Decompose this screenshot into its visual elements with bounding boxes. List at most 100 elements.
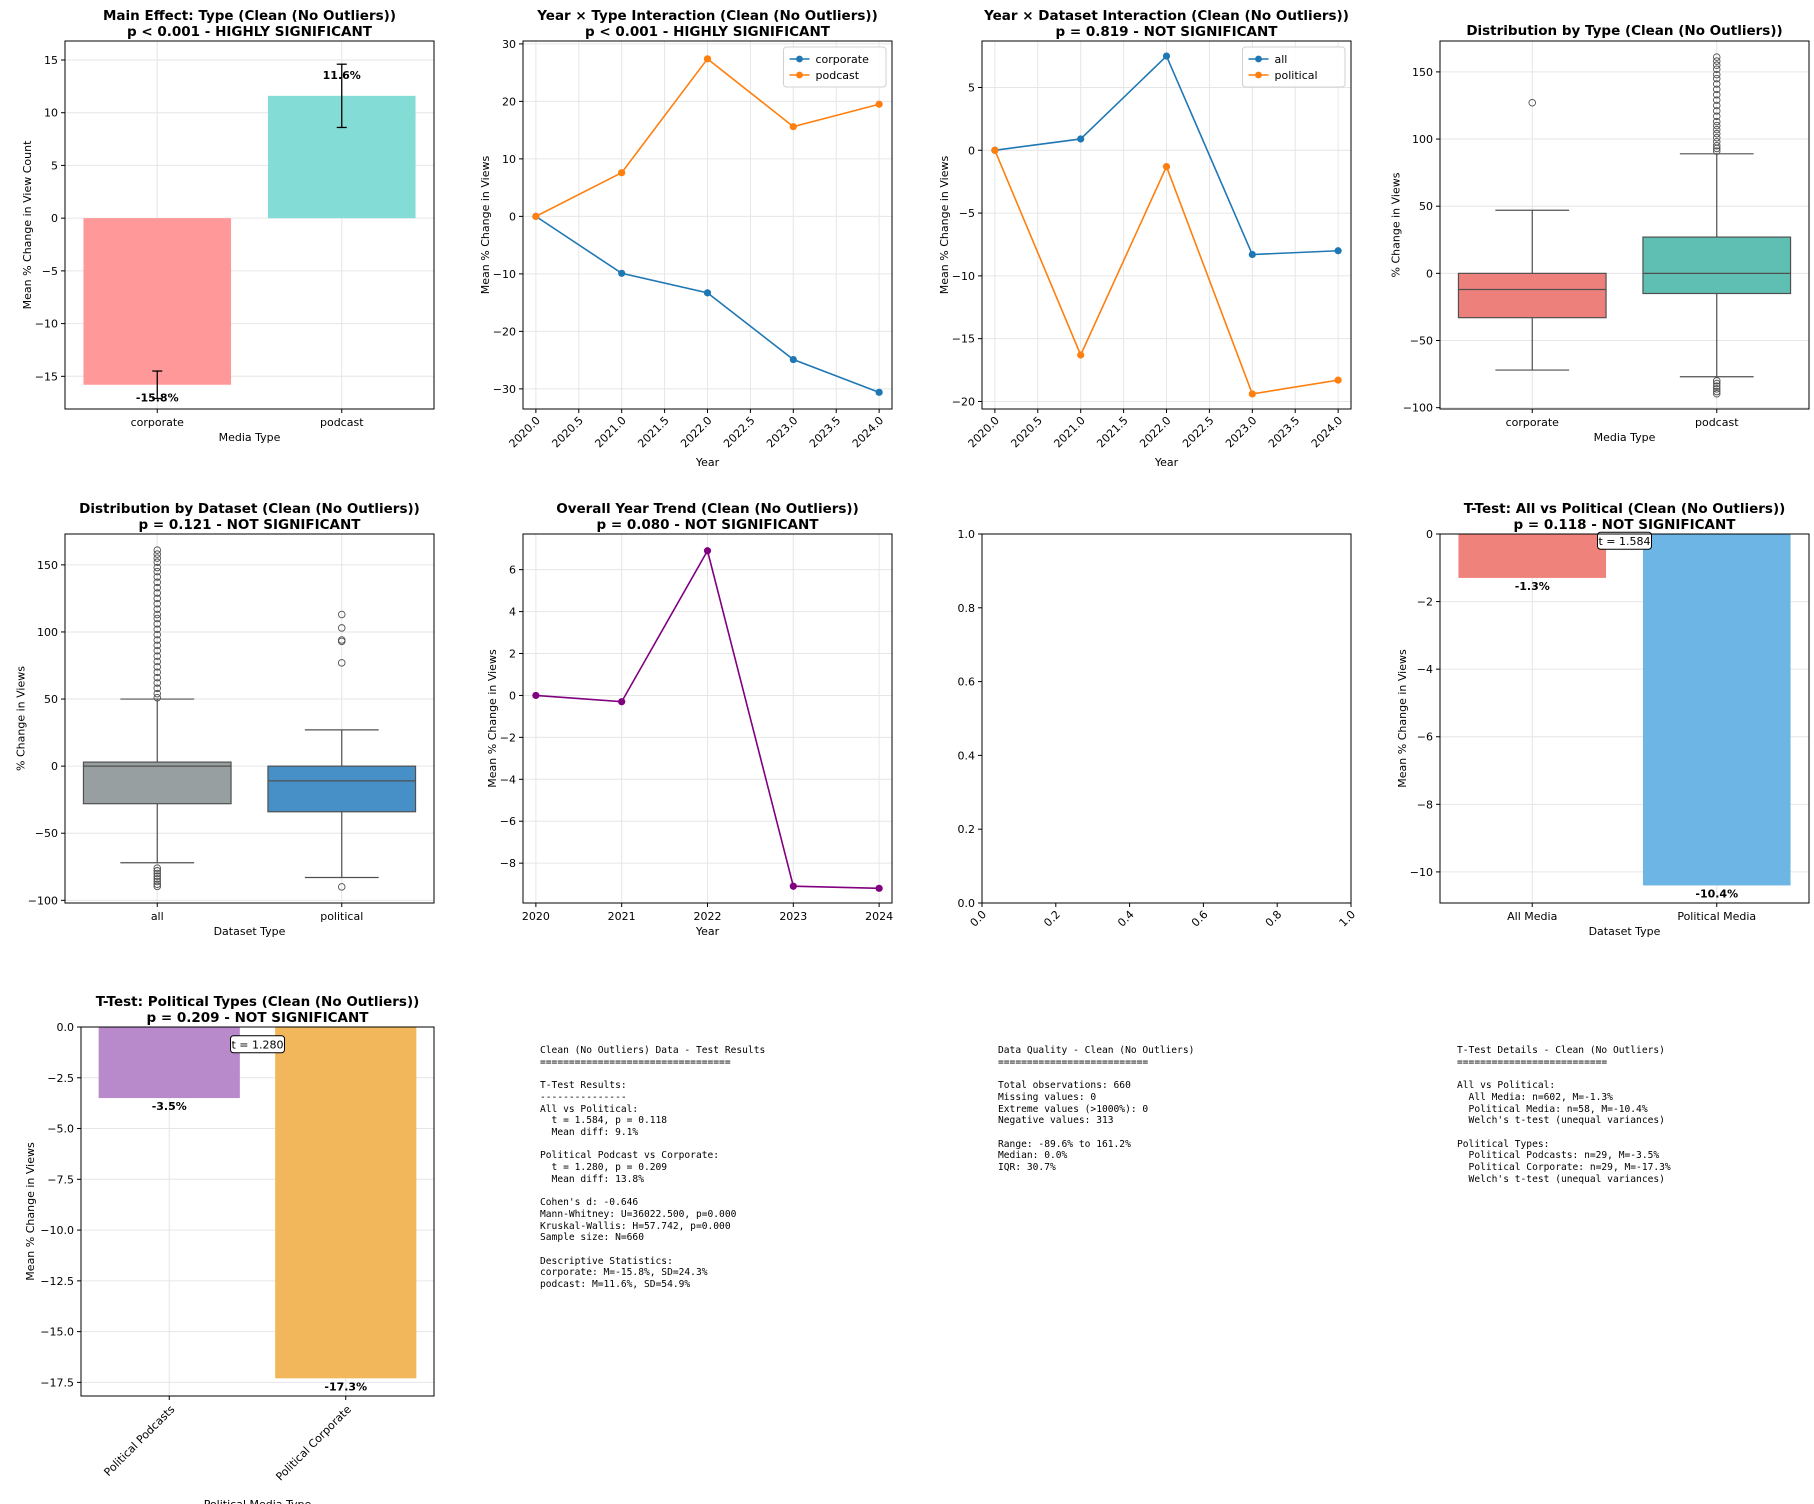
- bar-value-label: 11.6%: [323, 69, 361, 82]
- outlier-point: [153, 605, 161, 613]
- outlier-point: [1712, 129, 1721, 138]
- outlier-point: [153, 578, 161, 587]
- chart-title: Distribution by Dataset (Clean (No Outli…: [79, 501, 420, 517]
- data-point: [875, 100, 883, 108]
- y-tick-label: 0: [51, 212, 58, 225]
- outlier-point: [338, 883, 346, 891]
- data-point: [1162, 52, 1171, 60]
- outlier-point: [153, 663, 161, 671]
- outlier-point: [1712, 101, 1721, 110]
- x-axis-label: Media Type: [219, 431, 281, 444]
- x-axis-label: Dataset Type: [1589, 925, 1661, 938]
- chart-subtitle: p = 0.080 - NOT SIGNIFICANT: [596, 517, 819, 533]
- y-axis-label: Mean % Change in Views: [479, 156, 492, 295]
- outlier-point: [1712, 112, 1721, 120]
- outlier-point: [153, 872, 161, 880]
- y-tick-label: 0: [509, 210, 516, 223]
- y-tick-label: 50: [1419, 200, 1433, 213]
- y-tick-label: −10: [952, 270, 975, 283]
- y-tick-label: −2.5: [47, 1072, 74, 1085]
- chart-main_effect_type: -15.8% 11.6% −15 −10 −5 0 5 10 15 corporate podcas…: [21, 8, 435, 444]
- y-tick-label: −2: [500, 731, 516, 744]
- box-iqr: [1457, 272, 1607, 319]
- legend: corporate podcast: [783, 46, 887, 88]
- data-point: [703, 55, 712, 63]
- outlier-point: [1712, 74, 1721, 83]
- y-tick-label: −5.0: [47, 1123, 74, 1136]
- y-tick-label: −8: [500, 857, 516, 870]
- y-tick-label: 0.0: [57, 1021, 75, 1034]
- outlier-point: [1712, 70, 1721, 79]
- outlier-point: [153, 630, 161, 639]
- box-corporate: [1457, 99, 1607, 371]
- y-tick-label: 2: [509, 648, 516, 661]
- chart-title: T-Test: All vs Political (Clean (No Outl…: [1464, 501, 1786, 517]
- y-tick-label: 0.4: [958, 749, 976, 762]
- y-tick-label: −10: [35, 318, 58, 331]
- annotation-text: t = 1.280: [231, 1038, 283, 1051]
- outlier-point: [153, 652, 161, 660]
- legend-frame: [783, 46, 887, 88]
- bar-value-label: -17.3%: [324, 1380, 367, 1393]
- outlier-point: [338, 610, 346, 619]
- outlier-point: [153, 614, 161, 623]
- x-tick-label: 0.4: [1115, 908, 1137, 930]
- y-axis-label: Mean % Change in Views: [486, 649, 499, 788]
- legend-marker: [796, 55, 803, 63]
- x-tick-label: 2020: [522, 910, 550, 923]
- data-point: [1334, 376, 1342, 384]
- bar-political-corporate: [275, 1027, 417, 1379]
- chart-title: Distribution by Type (Clean (No Outliers…: [1466, 23, 1782, 39]
- y-tick-label: −10: [493, 268, 516, 281]
- x-tick-label: political: [320, 910, 363, 923]
- y-tick-label: 5: [51, 159, 58, 172]
- y-tick-label: −15: [952, 333, 975, 346]
- chart-distribution_by_dataset: −100 −50 0 50 100 150 all political Dataset Type…: [15, 501, 435, 938]
- data-point: [1162, 162, 1171, 171]
- outlier-point: [153, 880, 161, 888]
- y-tick-label: 150: [37, 559, 58, 572]
- x-tick-label: 2023: [779, 910, 807, 923]
- box-iqr: [267, 765, 417, 813]
- outlier-point: [1712, 389, 1721, 398]
- x-tick-label: Political Media: [1677, 910, 1756, 923]
- x-tick-label: 2024.0: [1309, 414, 1345, 450]
- y-tick-label: −17.5: [40, 1376, 74, 1389]
- outlier-point: [153, 875, 161, 883]
- chart-subtitle: p = 0.209 - NOT SIGNIFICANT: [146, 1010, 369, 1026]
- outlier-point: [153, 657, 161, 666]
- x-tick-label: 2020.5: [1008, 414, 1044, 450]
- data-point: [618, 269, 626, 277]
- outlier-point: [153, 673, 161, 682]
- legend-frame: [1242, 46, 1346, 88]
- y-tick-label: 0.6: [958, 676, 976, 689]
- x-tick-label: 0.0: [968, 908, 990, 930]
- x-tick-label: 2024.0: [850, 414, 886, 450]
- outlier-point: [1712, 142, 1721, 150]
- data-point: [789, 355, 797, 364]
- x-axis-label: Year: [695, 925, 720, 938]
- outlier-point: [153, 864, 161, 872]
- x-tick-label: 2022.5: [1180, 414, 1216, 450]
- data-point: [703, 289, 712, 297]
- y-tick-label: 20: [502, 95, 516, 108]
- y-tick-label: −100: [1403, 402, 1433, 415]
- y-tick-label: −10.0: [40, 1224, 74, 1237]
- bar-corporate: [83, 218, 232, 385]
- outlier-point: [153, 689, 161, 698]
- outlier-point: [1528, 99, 1536, 107]
- x-tick-label: 2020.5: [549, 414, 585, 450]
- outlier-point: [338, 637, 346, 646]
- x-tick-label: 0.8: [1263, 908, 1285, 930]
- outlier-point: [153, 869, 161, 878]
- x-tick-label: 2020.0: [966, 414, 1002, 450]
- outlier-point: [153, 636, 161, 644]
- outlier-point: [153, 882, 161, 891]
- x-axis-label: Year: [695, 456, 720, 469]
- x-tick-label: 2024: [865, 910, 893, 923]
- y-tick-label: −4: [1417, 663, 1433, 676]
- y-tick-label: −6: [500, 815, 516, 828]
- y-tick-label: 0.2: [958, 823, 976, 836]
- x-tick-label: 2022.5: [721, 414, 757, 450]
